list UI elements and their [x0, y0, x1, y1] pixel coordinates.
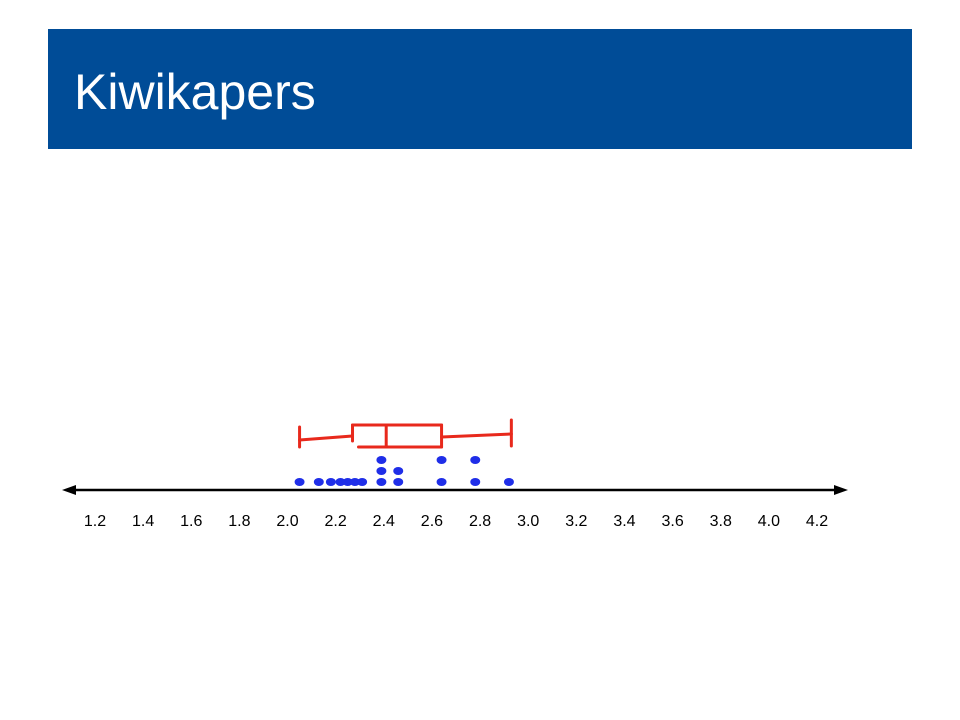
x-tick-label: 3.2: [565, 513, 587, 530]
data-point: [349, 478, 360, 486]
x-tick-label: 3.4: [613, 513, 635, 530]
whisker-left: [298, 434, 355, 442]
data-point: [470, 456, 481, 464]
x-tick-label: 2.4: [373, 513, 395, 530]
number-line-axis: [62, 485, 848, 495]
data-point: [503, 478, 514, 486]
data-point: [325, 478, 336, 486]
x-tick-label: 3.8: [710, 513, 732, 530]
slide-title: Kiwikapers: [74, 64, 316, 120]
data-point: [393, 467, 404, 475]
x-tick-label: 2.8: [469, 513, 491, 530]
whisker-right: [440, 432, 513, 439]
x-tick-label: 3.6: [661, 513, 683, 530]
axis-arrow-left: [62, 485, 76, 495]
data-point: [376, 456, 387, 464]
data-point: [376, 478, 387, 486]
data-point: [335, 478, 346, 486]
data-point: [470, 478, 481, 486]
title-bar: Kiwikapers: [48, 29, 912, 149]
data-points: [294, 456, 514, 486]
axis-arrow-right: [834, 485, 848, 495]
data-point: [436, 478, 447, 486]
data-point: [393, 478, 404, 486]
x-tick-label: 4.0: [758, 513, 780, 530]
axis-tick-labels: 1.2 1.4 1.6 1.8 2.0 2.2 2.4 2.6 2.8 3.0 3.2 3.4 3.6 3…: [84, 513, 828, 530]
data-point: [357, 478, 368, 486]
x-tick-label: 1.8: [228, 513, 250, 530]
x-tick-label: 2.6: [421, 513, 443, 530]
data-point: [313, 478, 324, 486]
x-tick-label: 1.2: [84, 513, 106, 530]
x-tick-label: 2.2: [325, 513, 347, 530]
data-point: [342, 478, 353, 486]
x-tick-label: 4.2: [806, 513, 828, 530]
data-point: [436, 456, 447, 464]
x-tick-label: 1.4: [132, 513, 154, 530]
x-tick-label: 3.0: [517, 513, 539, 530]
box-plot: [298, 418, 513, 449]
data-point: [376, 467, 387, 475]
data-point: [294, 478, 305, 486]
x-tick-label: 2.0: [276, 513, 298, 530]
x-tick-label: 1.6: [180, 513, 202, 530]
